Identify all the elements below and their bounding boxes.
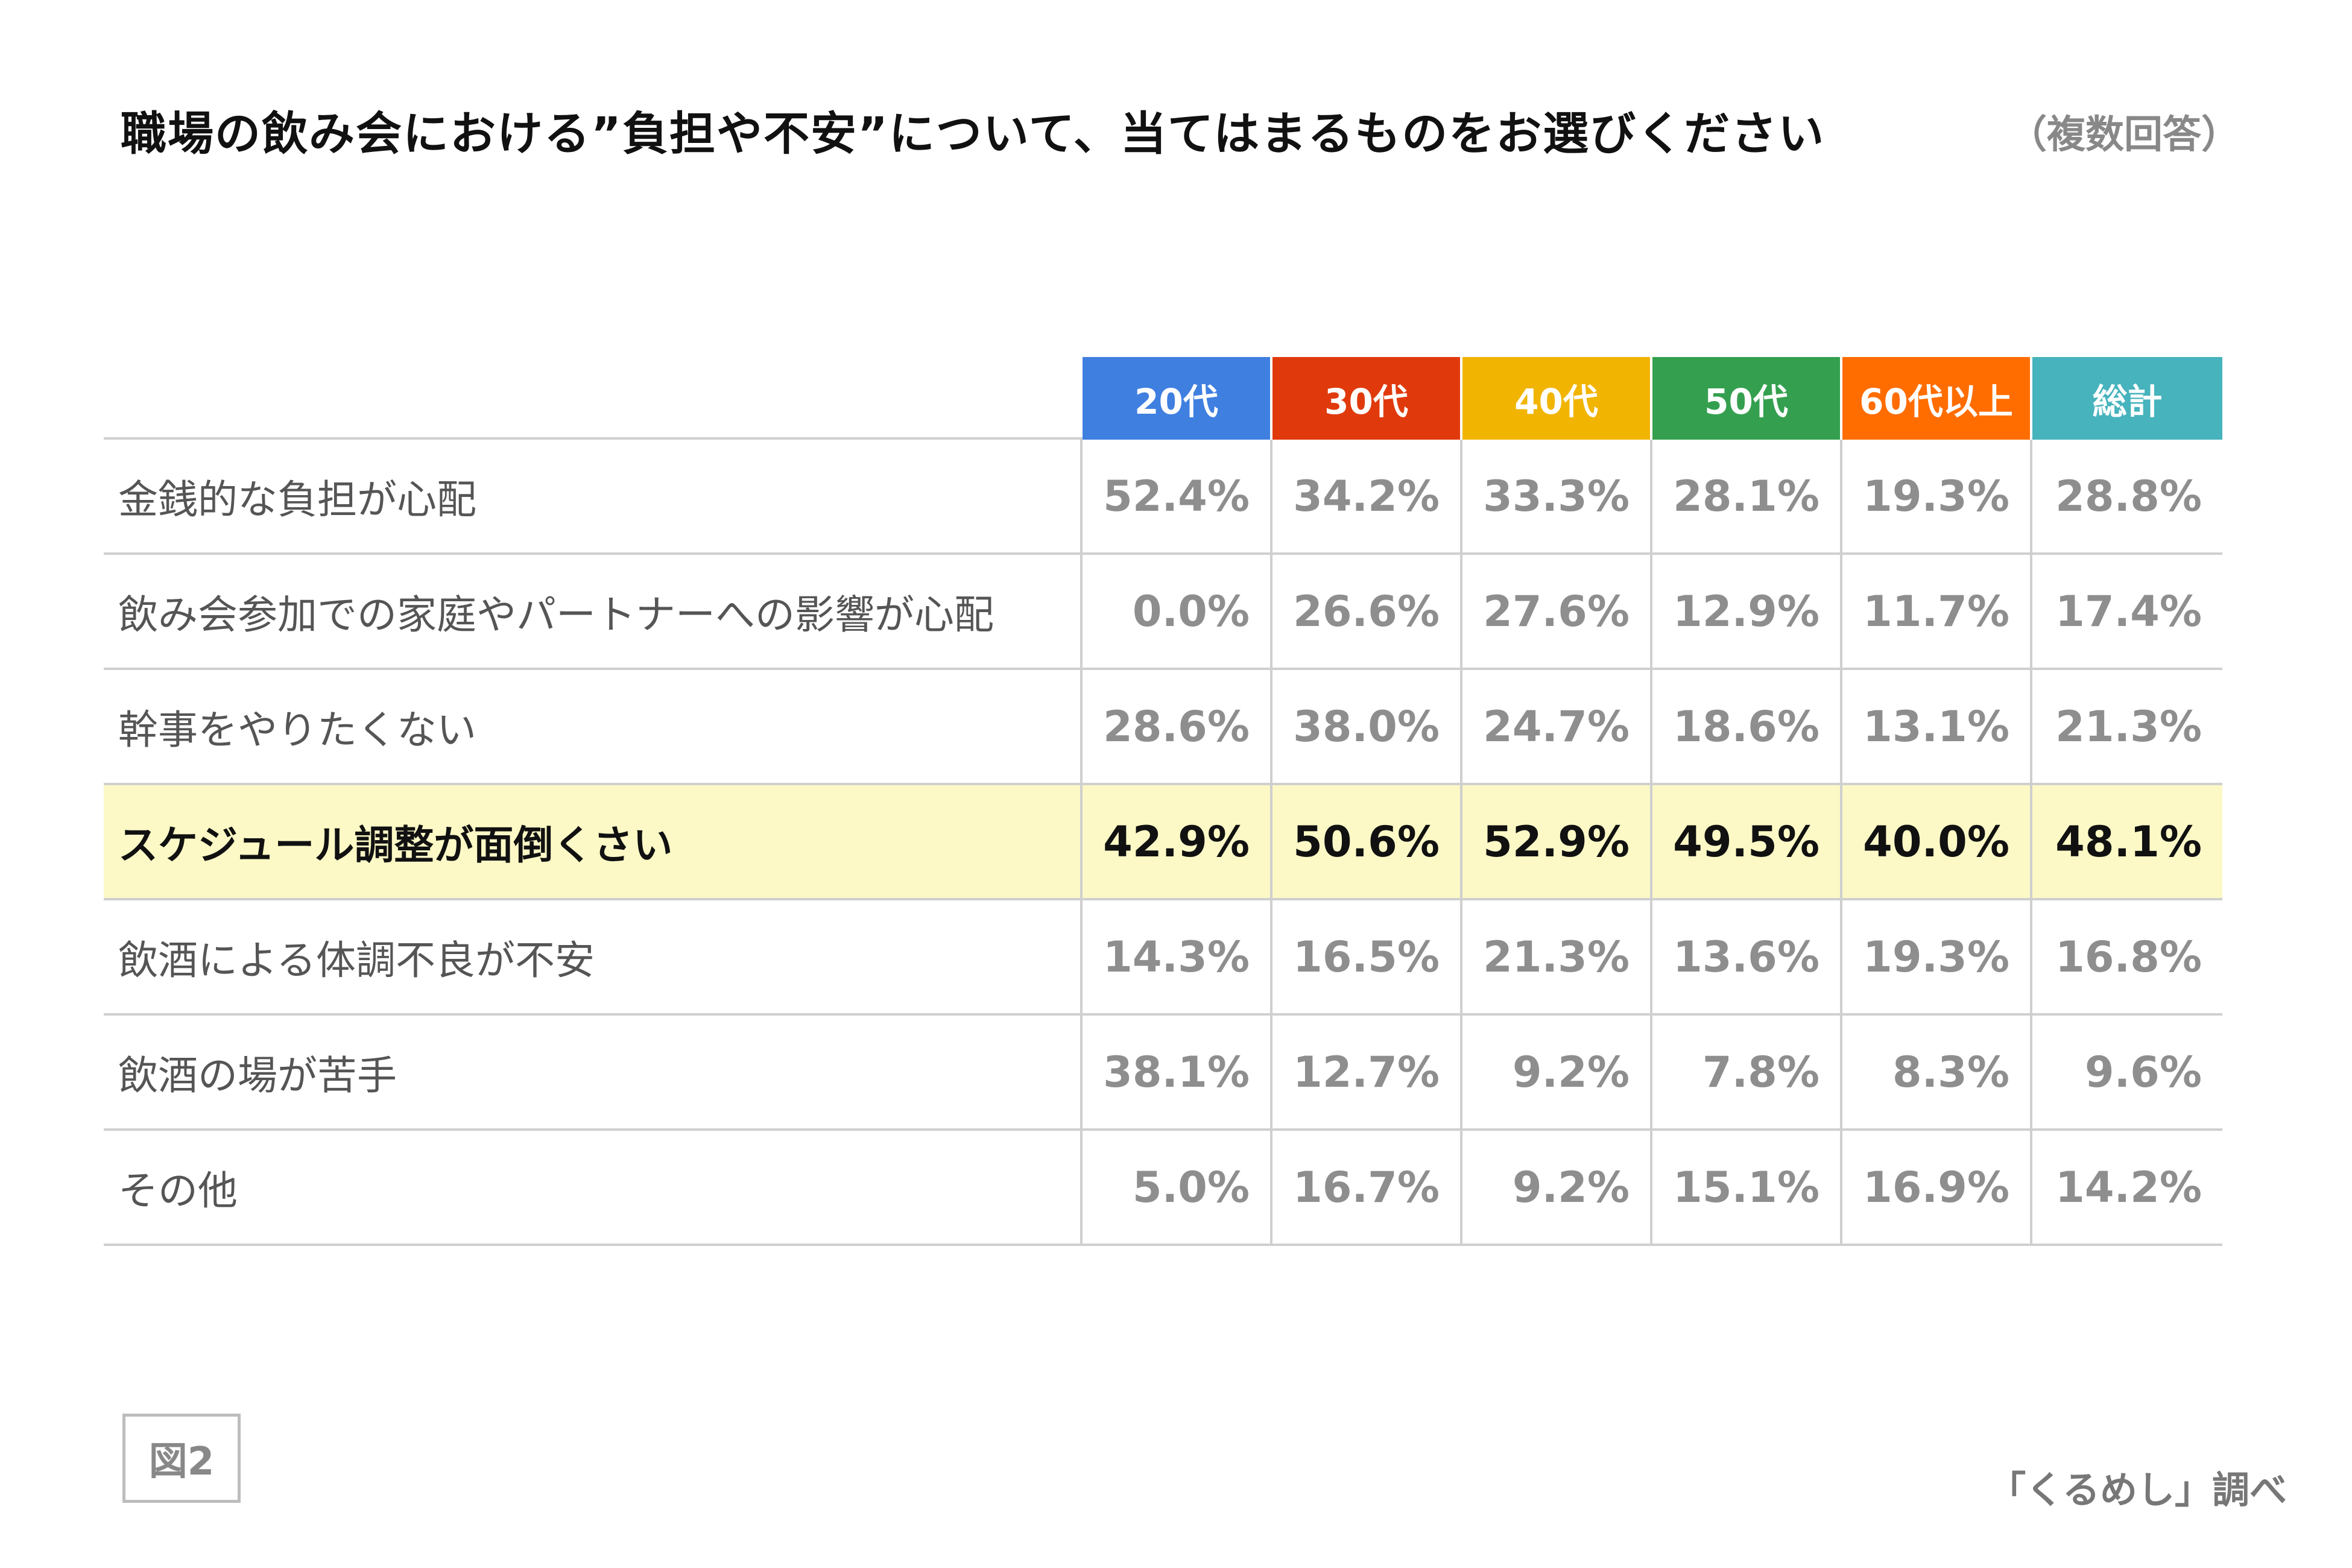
row-label: 飲酒による体調不良が不安 <box>104 900 1083 1013</box>
value-cell: 16.5% <box>1272 900 1462 1013</box>
value-cell: 42.9% <box>1083 785 1272 898</box>
row-label: 幹事をやりたくない <box>104 670 1083 783</box>
table-row: スケジュール調整が面倒くさい 42.9% 50.6% 52.9% 49.5% 40.0% 4… <box>104 785 2222 900</box>
value-cell: 17.4% <box>2055 586 2202 636</box>
column-header-2: 40代 <box>1462 357 1652 440</box>
value-cell: 28.1% <box>1652 440 1842 552</box>
value-cell: 19.3% <box>1842 440 2032 552</box>
value-cell: 28.6% <box>1083 670 1272 783</box>
value-cell: 27.6% <box>1462 555 1652 668</box>
column-header-0: 20代 <box>1083 357 1272 440</box>
value-cell: 12.7% <box>1272 1016 1462 1128</box>
value-cell: 28.8% <box>2055 471 2202 521</box>
value-cell: 16.7% <box>1272 1131 1462 1244</box>
value-cell: 33.3% <box>1462 440 1652 552</box>
table-row: 幹事をやりたくない 28.6% 38.0% 24.7% 18.6% 13.1% 21.3% <box>104 670 2222 785</box>
value-cell: 16.9% <box>1842 1131 2032 1244</box>
source-note: 「くるめし」調べ <box>1988 1468 2287 1512</box>
value-cell: 19.3% <box>1842 900 2032 1013</box>
value-cell: 21.3% <box>1462 900 1652 1013</box>
value-cell: 9.2% <box>1462 1016 1652 1128</box>
value-cell: 38.0% <box>1272 670 1462 783</box>
value-cell: 5.0% <box>1083 1131 1272 1244</box>
value-cell: 38.1% <box>1083 1016 1272 1128</box>
table-row: 金銭的な負担が心配 52.4% 34.2% 33.3% 28.1% 19.3% 28.8% <box>104 440 2222 555</box>
figure-label: 図2 <box>122 1414 241 1503</box>
data-table: 20代 30代 40代 50代 60代以上 総計 金銭的な負担が心配 52.4% 34.2% 3… <box>104 357 2222 1246</box>
header-spacer <box>104 357 1083 440</box>
row-label: 金銭的な負担が心配 <box>104 440 1083 552</box>
value-cell: 16.8% <box>2055 932 2202 982</box>
column-header-1: 30代 <box>1272 357 1462 440</box>
value-cell: 14.2% <box>2055 1162 2202 1212</box>
value-cell: 9.2% <box>1462 1131 1652 1244</box>
table-row: その他 5.0% 16.7% 9.2% 15.1% 16.9% 14.2% <box>104 1131 2222 1246</box>
value-cell: 52.4% <box>1083 440 1272 552</box>
column-header-3: 50代 <box>1652 357 1842 440</box>
value-cell: 49.5% <box>1652 785 1842 898</box>
value-cell: 48.1% <box>2055 817 2202 867</box>
value-cell: 11.7% <box>1842 555 2032 668</box>
column-header-4: 60代以上 <box>1842 357 2032 440</box>
value-cell: 13.1% <box>1842 670 2032 783</box>
value-cell: 21.3% <box>2055 701 2202 751</box>
row-label: 飲酒の場が苦手 <box>104 1016 1083 1128</box>
table-body: 金銭的な負担が心配 52.4% 34.2% 33.3% 28.1% 19.3% 28.8% 飲… <box>104 440 2222 1246</box>
table-row: 飲酒の場が苦手 38.1% 12.7% 9.2% 7.8% 8.3% 9.6% <box>104 1016 2222 1131</box>
value-cell: 50.6% <box>1272 785 1462 898</box>
value-cell: 26.6% <box>1272 555 1462 668</box>
value-cell: 40.0% <box>1842 785 2032 898</box>
value-cell: 34.2% <box>1272 440 1462 552</box>
value-cell: 0.0% <box>1083 555 1272 668</box>
row-label: 飲み会参加での家庭やパートナーへの影響が心配 <box>104 555 1083 668</box>
value-cell: 13.6% <box>1652 900 1842 1013</box>
value-cell: 52.9% <box>1462 785 1652 898</box>
value-cell: 15.1% <box>1652 1131 1842 1244</box>
chart-subtitle: （複数回答） <box>2008 113 2240 157</box>
row-label: スケジュール調整が面倒くさい <box>104 785 1083 898</box>
value-cell: 24.7% <box>1462 670 1652 783</box>
value-cell: 14.3% <box>1083 900 1272 1013</box>
table-row: 飲み会参加での家庭やパートナーへの影響が心配 0.0% 26.6% 27.6% 12.9… <box>104 555 2222 670</box>
value-cell: 7.8% <box>1652 1016 1842 1128</box>
value-cell: 8.3% <box>1842 1016 2032 1128</box>
value-cell: 12.9% <box>1652 555 1842 668</box>
row-label: その他 <box>104 1131 1083 1244</box>
table-header: 20代 30代 40代 50代 60代以上 総計 <box>104 357 2222 440</box>
value-cell: 9.6% <box>2084 1047 2202 1097</box>
chart-title: 職場の飲み会における”負担や不安”について、当てはまるものをお選びください <box>121 107 1826 160</box>
value-cell: 18.6% <box>1652 670 1842 783</box>
table-row: 飲酒による体調不良が不安 14.3% 16.5% 21.3% 13.6% 19.3% 16.… <box>104 900 2222 1016</box>
column-header-5: 総計 <box>2032 357 2222 440</box>
